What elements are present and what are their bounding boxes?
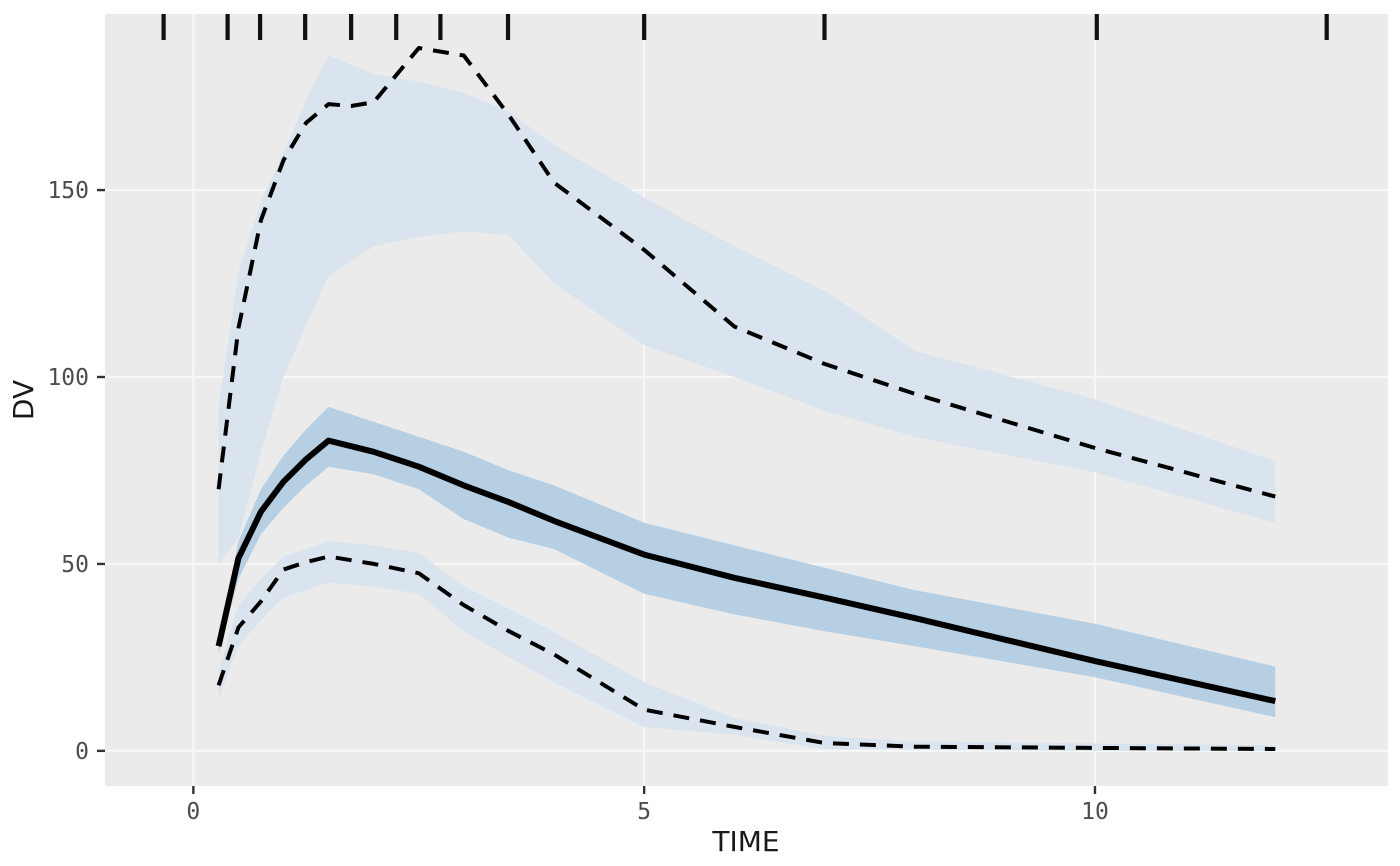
y-tick-label-100: 100 (47, 365, 89, 391)
ribbon-p95_ci (218, 55, 1276, 564)
line-p95_observed (216, 46, 1276, 499)
axis-ticks (97, 188, 1097, 794)
x-axis-title: TIME (711, 825, 779, 858)
line-p5_observed (216, 554, 1276, 751)
x-tick-label-0: 0 (186, 799, 200, 825)
percentile-lines (215, 46, 1276, 751)
bin-rug-marks (161, 14, 1329, 40)
y-tick-label-150: 150 (47, 178, 89, 204)
x-tick-label-10: 10 (1081, 799, 1109, 825)
x-tick-label-5: 5 (637, 799, 651, 825)
y-tick-label-0: 0 (75, 739, 89, 765)
line-median_observed (215, 437, 1276, 705)
ribbon-p5_ci (218, 541, 1276, 751)
y-tick-label-50: 50 (61, 552, 89, 578)
y-axis-title: DV (7, 380, 40, 420)
